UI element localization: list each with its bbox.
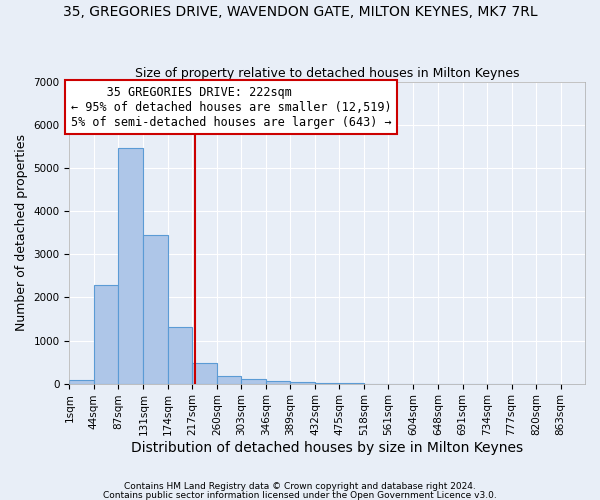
Bar: [193, 364, 217, 384]
Bar: [217, 376, 241, 384]
Text: Contains public sector information licensed under the Open Government Licence v3: Contains public sector information licen…: [103, 490, 497, 500]
Title: Size of property relative to detached houses in Milton Keynes: Size of property relative to detached ho…: [135, 66, 520, 80]
Text: 35, GREGORIES DRIVE, WAVENDON GATE, MILTON KEYNES, MK7 7RL: 35, GREGORIES DRIVE, WAVENDON GATE, MILT…: [62, 5, 538, 19]
Bar: [168, 326, 193, 384]
X-axis label: Distribution of detached houses by size in Milton Keynes: Distribution of detached houses by size …: [131, 441, 523, 455]
Bar: [143, 235, 168, 384]
Bar: [94, 286, 118, 384]
Bar: [241, 380, 266, 384]
Text: 35 GREGORIES DRIVE: 222sqm
← 95% of detached houses are smaller (12,519)
5% of s: 35 GREGORIES DRIVE: 222sqm ← 95% of deta…: [71, 86, 391, 128]
Bar: [290, 382, 315, 384]
Bar: [70, 380, 94, 384]
Y-axis label: Number of detached properties: Number of detached properties: [15, 134, 28, 332]
Text: Contains HM Land Registry data © Crown copyright and database right 2024.: Contains HM Land Registry data © Crown c…: [124, 482, 476, 491]
Bar: [118, 148, 143, 384]
Bar: [266, 381, 290, 384]
